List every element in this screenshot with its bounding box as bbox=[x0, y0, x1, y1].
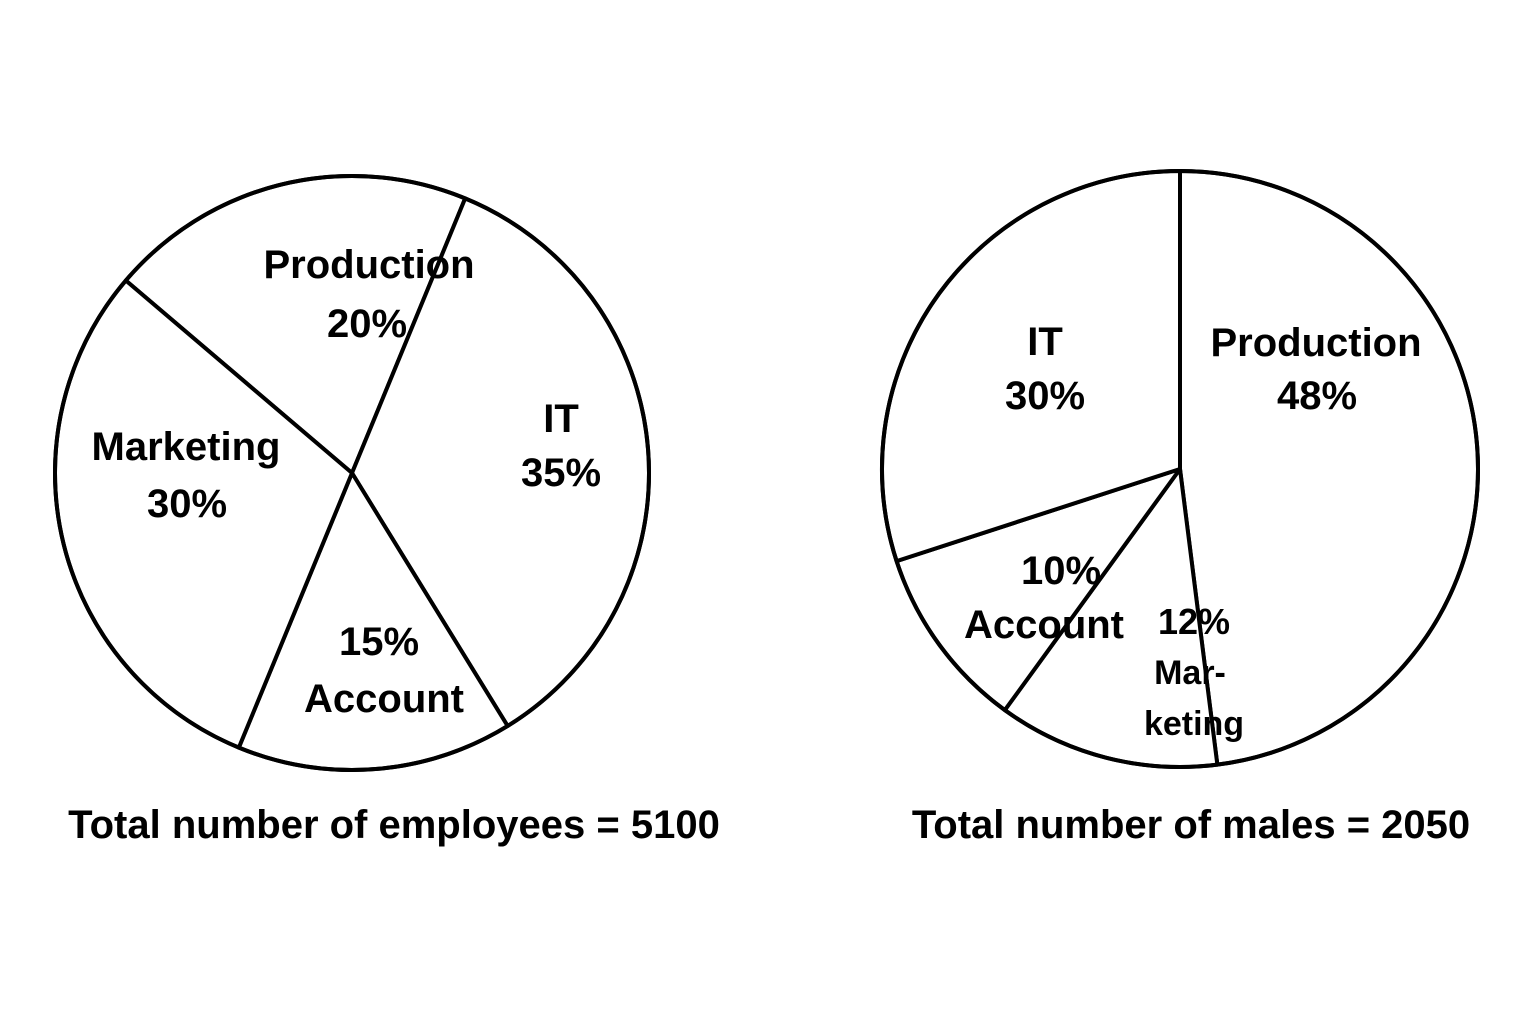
slice-percent-production: 20% bbox=[327, 302, 407, 346]
slice-label-mar-keting: keting bbox=[1144, 705, 1244, 743]
slice-percent-mar-keting: 12% bbox=[1158, 601, 1230, 642]
slice-percent-it: 30% bbox=[1005, 374, 1085, 418]
slice-label-production: Production bbox=[263, 243, 474, 287]
slice-label-marketing: Marketing bbox=[92, 425, 281, 469]
slice-percent-account: 15% bbox=[339, 620, 419, 664]
slice-label-it: IT bbox=[1027, 320, 1063, 364]
males-pie-labels: Production 48% 12% Mar-keting 10% Account IT 30… bbox=[964, 320, 1422, 743]
males-pie-outline bbox=[880, 169, 1480, 769]
slice-percent-it: 35% bbox=[521, 451, 601, 495]
employees-pie-labels: Production 20% IT 35% 15% Account Marketing 30% bbox=[92, 243, 602, 721]
slice-label-it: IT bbox=[543, 397, 579, 441]
males-pie-caption: Total number of males = 2050 bbox=[912, 803, 1470, 847]
employees-pie-outline bbox=[53, 174, 651, 772]
slice-percent-production: 48% bbox=[1277, 374, 1357, 418]
employees-pie-caption: Total number of employees = 5100 bbox=[68, 803, 720, 847]
slice-label-account: Account bbox=[964, 603, 1124, 647]
slice-label-account: Account bbox=[304, 677, 464, 721]
slice-label-production: Production bbox=[1210, 321, 1421, 365]
employees-pie-chart: Production 20% IT 35% 15% Account Marketing 30%… bbox=[53, 174, 720, 847]
employees-pie-slices bbox=[53, 174, 651, 772]
slice-percent-account: 10% bbox=[1021, 549, 1101, 593]
slice-percent-marketing: 30% bbox=[147, 482, 227, 526]
males-pie-chart: Production 48% 12% Mar-keting 10% Account IT 30… bbox=[880, 169, 1480, 847]
slice-label-mar-keting: Mar- bbox=[1154, 654, 1226, 692]
